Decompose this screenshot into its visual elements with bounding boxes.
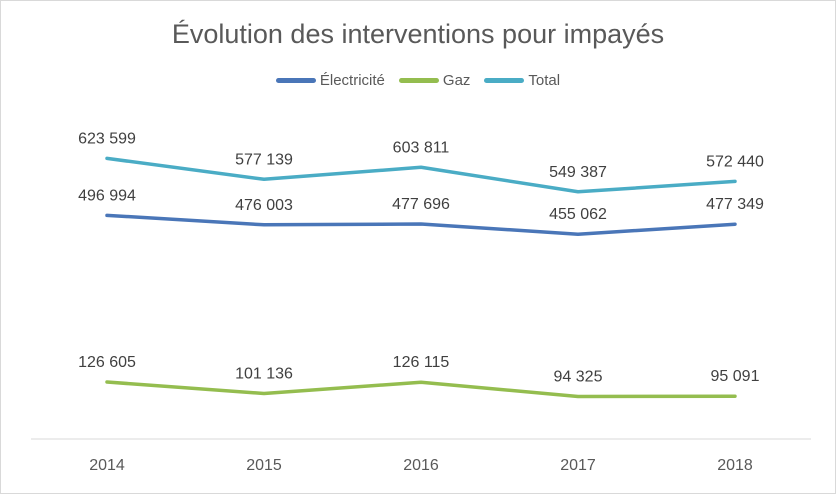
data-label-gaz-2016: 126 115 xyxy=(393,354,450,371)
series-line-total xyxy=(105,156,737,194)
data-label-electricite-2014: 496 994 xyxy=(78,187,136,204)
series-line-gaz xyxy=(105,380,737,399)
data-label-gaz-2015: 101 136 xyxy=(235,365,293,382)
x-tick-label-2017: 2017 xyxy=(560,457,596,474)
x-tick-label-2014: 2014 xyxy=(89,457,125,474)
legend-swatch-electricite xyxy=(275,78,316,83)
data-label-total-2017: 549 387 xyxy=(549,164,607,181)
legend-label-gaz: Gaz xyxy=(442,72,471,89)
data-label-total-2014: 623 599 xyxy=(78,130,136,147)
x-tick-label-2015: 2015 xyxy=(246,457,282,474)
chart-title: Évolution des interventions pour impayés xyxy=(171,19,665,49)
legend-item-total: Total xyxy=(484,72,560,89)
legend-label-electricite: Électricité xyxy=(319,72,385,89)
legend-swatch-gaz xyxy=(398,78,439,83)
x-tick-label-2016: 2016 xyxy=(403,457,439,474)
legend-item-gaz: Gaz xyxy=(398,72,471,89)
data-label-electricite-2015: 476 003 xyxy=(235,197,293,214)
data-label-total-2015: 577 139 xyxy=(235,151,293,168)
data-label-electricite-2018: 477 349 xyxy=(706,196,764,213)
data-label-total-2018: 572 440 xyxy=(706,153,764,170)
data-label-total-2016: 603 811 xyxy=(393,139,450,156)
series-line-electricite xyxy=(105,213,737,236)
data-label-electricite-2016: 477 696 xyxy=(392,196,450,213)
legend-swatch-total xyxy=(484,78,525,83)
legend-label-total: Total xyxy=(528,72,561,89)
data-label-gaz-2018: 95 091 xyxy=(711,368,760,385)
x-tick-label-2018: 2018 xyxy=(717,457,753,474)
chart-legend: Électricité Gaz Total xyxy=(1,72,835,89)
legend-item-electricite: Électricité xyxy=(275,72,385,89)
data-label-gaz-2014: 126 605 xyxy=(78,354,136,371)
data-label-gaz-2017: 94 325 xyxy=(554,369,603,386)
data-label-electricite-2017: 455 062 xyxy=(549,206,607,223)
